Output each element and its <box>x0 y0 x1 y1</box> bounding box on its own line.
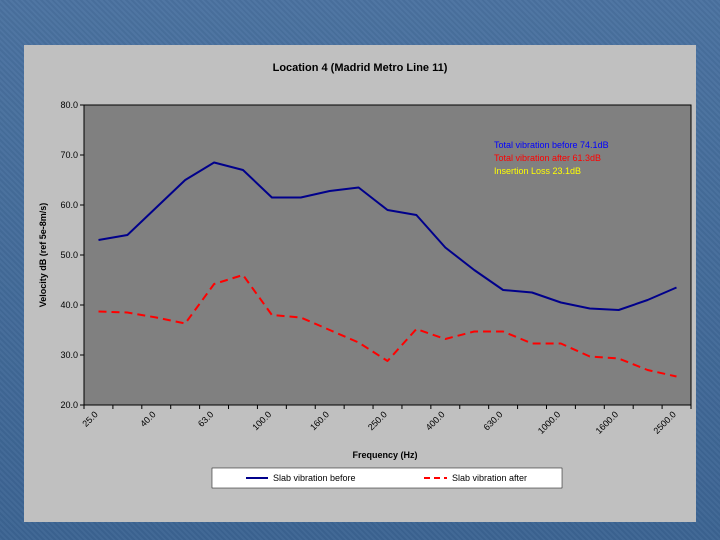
series-line-before <box>98 161 677 311</box>
x-tick-label: 160.0 <box>308 409 331 432</box>
y-axis-label: Velocity dB (ref 5e-8m/s) <box>38 203 48 308</box>
x-tick-label: 630.0 <box>482 409 505 432</box>
x-tick-label: 1000.0 <box>536 409 563 436</box>
series-line-after <box>98 274 677 378</box>
x-tick-label: 400.0 <box>424 409 447 432</box>
x-tick-label: 1600.0 <box>594 409 621 436</box>
legend-label-after: Slab vibration after <box>452 473 527 483</box>
y-tick-label: 80.0 <box>60 100 78 110</box>
x-axis-label: Frequency (Hz) <box>352 450 417 460</box>
y-tick-label: 60.0 <box>60 200 78 210</box>
chart-title: Location 4 (Madrid Metro Line 11) <box>273 62 448 74</box>
y-tick-label: 40.0 <box>60 300 78 310</box>
y-tick-label: 70.0 <box>60 150 78 160</box>
x-tick-label: 100.0 <box>250 409 273 432</box>
legend: Slab vibration before Slab vibration aft… <box>211 467 563 489</box>
x-axis: 25.0 40.0 63.0 100.0 160.0 250.0 400.0 630.0 100… <box>80 405 692 436</box>
legend-box <box>211 467 563 489</box>
x-tick-label: 25.0 <box>80 409 99 428</box>
x-tick-label: 63.0 <box>196 409 215 428</box>
y-tick-label: 30.0 <box>60 350 78 360</box>
y-tick-label: 50.0 <box>60 250 78 260</box>
x-tick-label: 40.0 <box>138 409 157 428</box>
annotation-insertion-loss: Insertion Loss 23.1dB <box>494 166 581 176</box>
y-axis: 20.0 30.0 40.0 50.0 60.0 70.0 80.0 <box>60 100 84 410</box>
plot-area <box>83 104 692 406</box>
series-group <box>98 161 677 378</box>
legend-label-before: Slab vibration before <box>273 473 356 483</box>
x-tick-label: 2500.0 <box>651 409 678 436</box>
y-tick-label: 20.0 <box>60 400 78 410</box>
annotation-total-before: Total vibration before 74.1dB <box>494 140 609 150</box>
x-tick-label: 250.0 <box>366 409 389 432</box>
annotation-total-after: Total vibration after 61.3dB <box>494 153 601 163</box>
